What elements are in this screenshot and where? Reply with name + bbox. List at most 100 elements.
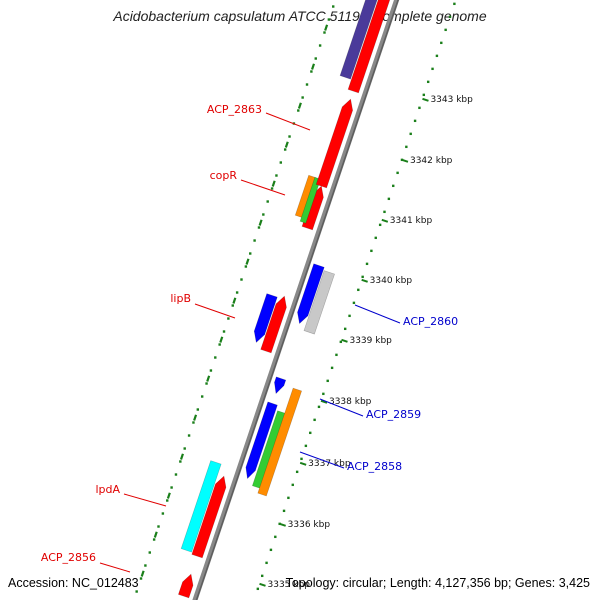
guide-dot — [335, 353, 338, 357]
guide-dot — [326, 379, 329, 383]
kbp-tick-label: 3339 kbp — [349, 336, 392, 346]
guide-dot — [383, 210, 386, 214]
guide-dot — [256, 587, 260, 591]
guide-dot — [288, 135, 291, 138]
guide-tick — [166, 492, 171, 499]
guide-dot — [339, 340, 343, 344]
guide-dot — [409, 132, 412, 136]
guide-dot — [405, 145, 408, 149]
guide-dot — [309, 431, 312, 435]
kbp-tick-label: 3342 kbp — [410, 156, 453, 166]
guide-dot — [426, 80, 430, 84]
guide-dot — [196, 408, 200, 411]
guide-dot — [218, 343, 221, 346]
guide-dot — [361, 275, 364, 279]
guide-dot — [174, 473, 178, 476]
guide-tick — [324, 24, 329, 31]
guide-dot — [266, 200, 269, 203]
guide-tick — [140, 570, 145, 577]
guide-dot — [139, 577, 143, 580]
guide-dot — [440, 41, 443, 45]
guide-dot — [287, 496, 290, 500]
gene-label: copR — [210, 169, 238, 182]
guide-dot — [192, 421, 195, 424]
kbp-tick-label: 3335 kbp — [268, 580, 311, 590]
gene-label: lpdA — [95, 483, 120, 496]
guide-dot — [270, 187, 274, 190]
guide-tick — [179, 453, 184, 460]
guide-dot — [378, 223, 382, 227]
guide-dot — [413, 119, 417, 123]
guide-tick — [153, 531, 158, 538]
kbp-tick-mark — [361, 278, 368, 283]
guide-dot — [343, 327, 347, 331]
guide-dot — [448, 15, 452, 19]
guide-dot — [300, 457, 303, 461]
guide-dot — [148, 551, 151, 554]
guide-dot — [214, 356, 217, 359]
guide-dot — [435, 54, 439, 58]
guide-dot — [265, 561, 268, 565]
guide-dot — [157, 525, 160, 528]
kbp-tick-mark — [401, 158, 409, 163]
gene-label: ACP_2856 — [41, 551, 96, 564]
guide-dot — [314, 57, 317, 60]
guide-dot — [179, 460, 182, 463]
guide-tick — [297, 102, 302, 109]
guide-dot — [313, 418, 316, 422]
kbp-tick-mark — [341, 338, 348, 343]
gene-label-leader — [299, 451, 345, 469]
guide-dot — [161, 512, 165, 515]
guide-dot — [310, 70, 313, 73]
kbp-ticks: 3335 kbp 3336 kbp 3337 kbp 3338 kbp 3339 kbp… — [259, 95, 473, 590]
guide-dot — [301, 96, 304, 99]
guide-dot — [183, 447, 186, 450]
guide-dot — [200, 395, 204, 398]
guide-tick — [284, 141, 289, 148]
gene-label: ACP_2858 — [347, 460, 402, 473]
guide-tick — [206, 375, 211, 382]
guide-dot — [253, 239, 256, 242]
guide-dot — [231, 304, 234, 307]
guide-dot — [332, 5, 335, 8]
kbp-tick-mark — [279, 522, 286, 527]
guide-dot — [352, 301, 356, 305]
backbone-line — [192, 0, 400, 600]
guide-dot — [152, 538, 156, 541]
backbone-shadow — [195, 0, 399, 600]
guide-dot — [144, 564, 147, 567]
kbp-tick-mark — [381, 218, 389, 223]
guide-dot — [227, 317, 230, 320]
guide-dot — [278, 522, 281, 526]
guide-dot — [222, 330, 226, 333]
kbp-tick-label: 3343 kbp — [430, 95, 473, 105]
gene-top-red — [347, 0, 391, 94]
guide-dot — [262, 213, 265, 216]
gene-top-purple — [339, 0, 378, 80]
guide-dot — [431, 67, 434, 71]
gene-label-leader — [319, 398, 364, 417]
guide-dot — [170, 486, 173, 489]
gene-label-leader — [240, 179, 286, 196]
guide-tick — [232, 297, 237, 304]
guide-tick — [271, 180, 276, 187]
guide-dot — [327, 18, 331, 21]
gene-labels: ACP_2863 copR lipB lpdA ACP_2856 ACP_2860 ACP_… — [41, 103, 458, 573]
guide-dot — [330, 366, 334, 370]
guide-dot — [283, 148, 287, 151]
gene-acp2858-blue — [245, 401, 278, 480]
kbp-tick-mark — [299, 461, 307, 466]
gene-lipb-red — [260, 295, 287, 354]
guide-dot — [396, 171, 399, 175]
guide-dot — [166, 499, 169, 502]
kbp-tick-label: 3338 kbp — [329, 397, 372, 407]
gene-lpda-red — [191, 475, 227, 559]
gene-lipb-blue — [253, 293, 278, 343]
gene-label: ACP_2859 — [366, 408, 421, 421]
gene-label-leader — [123, 493, 167, 507]
guide-dot — [269, 548, 273, 552]
guide-dot — [274, 535, 277, 539]
gene-label: ACP_2860 — [403, 315, 458, 328]
gene-label: lipB — [170, 292, 191, 305]
